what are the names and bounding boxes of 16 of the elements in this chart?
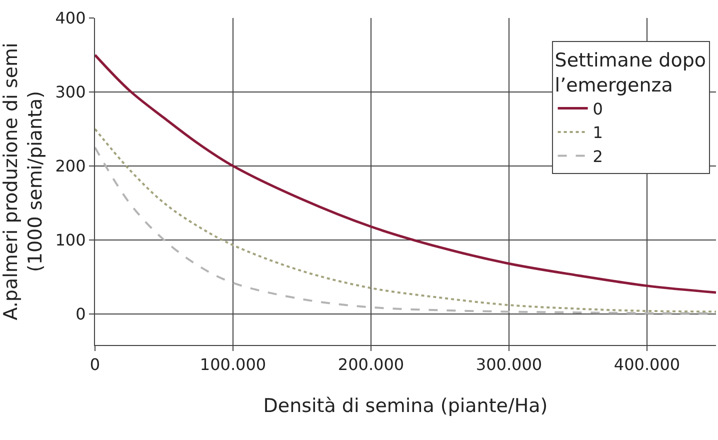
legend-label: 2 (592, 147, 603, 166)
legend-label: 1 (592, 123, 603, 142)
y-tick-label: 100 (55, 230, 86, 250)
y-tick-label: 0 (76, 304, 86, 324)
y-axis-title: A.palmeri produzione di semi (1000 semi/pianta) (0, 42, 47, 320)
y-tick-label: 200 (55, 156, 86, 176)
x-axis-title: Densità di semina (piante/Ha) (263, 395, 548, 417)
y-tick-label: 300 (55, 82, 86, 102)
y-tick-label: 400 (55, 8, 86, 28)
x-tick-label: 100.000 (200, 355, 266, 374)
x-tick-label: 0 (90, 355, 100, 374)
legend-title: Settimane dopo l’emergenza (554, 50, 706, 96)
x-tick-label: 300.000 (476, 355, 542, 374)
x-tick-label: 400.000 (614, 355, 680, 374)
legend-label: 0 (592, 99, 603, 118)
x-tick-label: 200.000 (338, 355, 404, 374)
